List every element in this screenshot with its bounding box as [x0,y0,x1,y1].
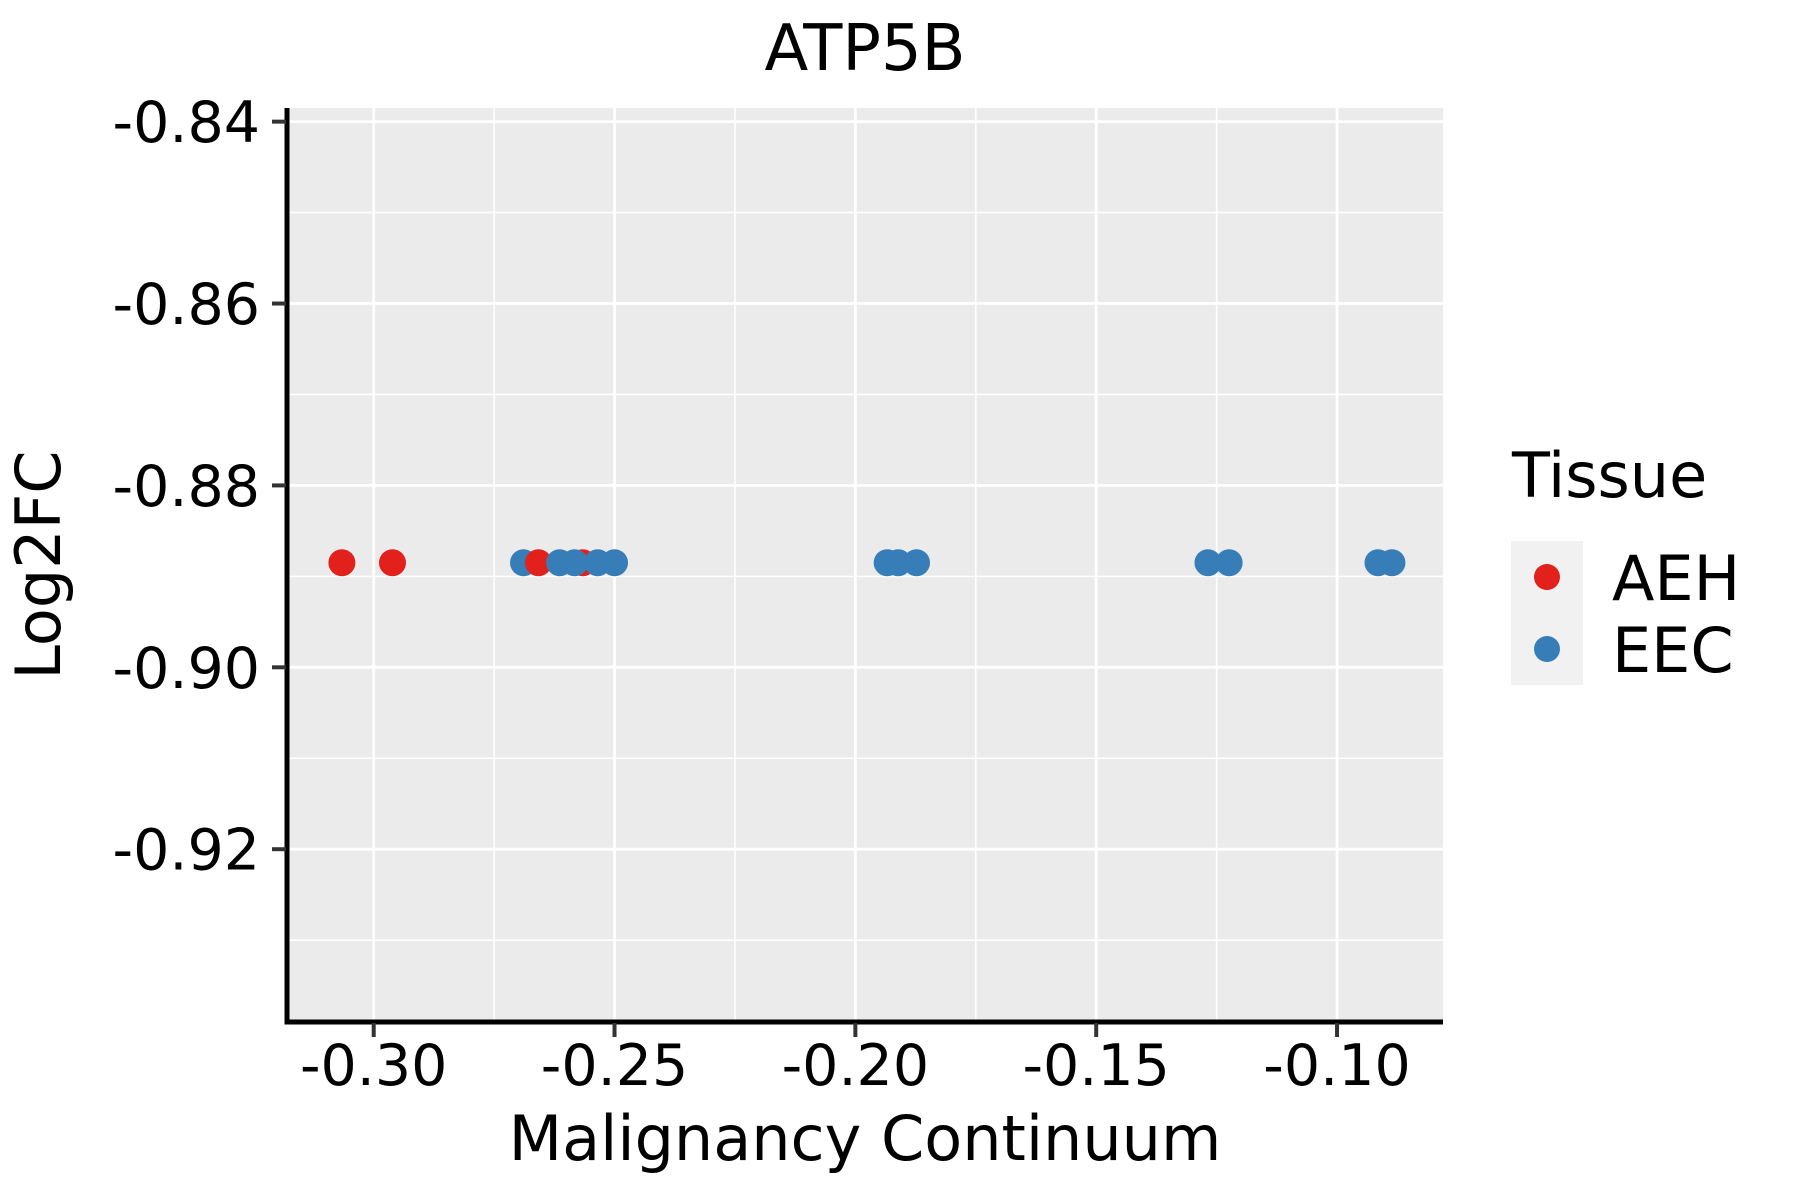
data-point-eec [601,549,629,577]
data-point-eec [1378,549,1406,577]
y-tick-label: -0.90 [113,636,260,702]
chart-title: ATP5B [764,12,965,86]
tick-labels-group: -0.30 -0.25 -0.20 -0.15 -0.10 -0.84 -0.86 -0.88… [113,90,1411,1099]
legend-label-eec: EEC [1612,614,1734,687]
y-tick-label: -0.88 [113,454,260,520]
data-point-eec [1194,549,1222,577]
y-tick-label: -0.84 [113,90,260,156]
data-point-aeh [328,549,356,577]
legend-dot-aeh-icon [1534,564,1560,590]
axes-group [284,108,1443,1025]
legend-label-aeh: AEH [1612,542,1740,615]
y-tick-label: -0.92 [113,818,260,884]
data-point-aeh [524,549,552,577]
data-point-aeh [378,549,406,577]
x-tick-label: -0.10 [1263,1033,1410,1099]
plot-panel [287,108,1443,1022]
data-point-eec [903,549,931,577]
x-tick-label: -0.15 [1022,1033,1169,1099]
legend-title: Tissue [1511,439,1707,512]
data-point-eec [1215,549,1243,577]
major-gridlines [287,108,1443,1022]
minor-gridlines [287,108,1443,1022]
panel-background [287,108,1443,1022]
data-point-eec [561,549,589,577]
legend: Tissue AEH EEC [1511,439,1740,687]
x-tick-label: -0.30 [300,1033,447,1099]
x-tick-label: -0.25 [541,1033,688,1099]
tick-marks-group [272,119,1340,1037]
y-axis-title: Log2FC [2,450,75,679]
points-group [328,549,1406,577]
y-tick-label: -0.86 [113,272,260,338]
x-axis-title: Malignancy Continuum [509,1102,1222,1175]
x-tick-label: -0.20 [782,1033,929,1099]
legend-dot-eec-icon [1534,636,1560,662]
